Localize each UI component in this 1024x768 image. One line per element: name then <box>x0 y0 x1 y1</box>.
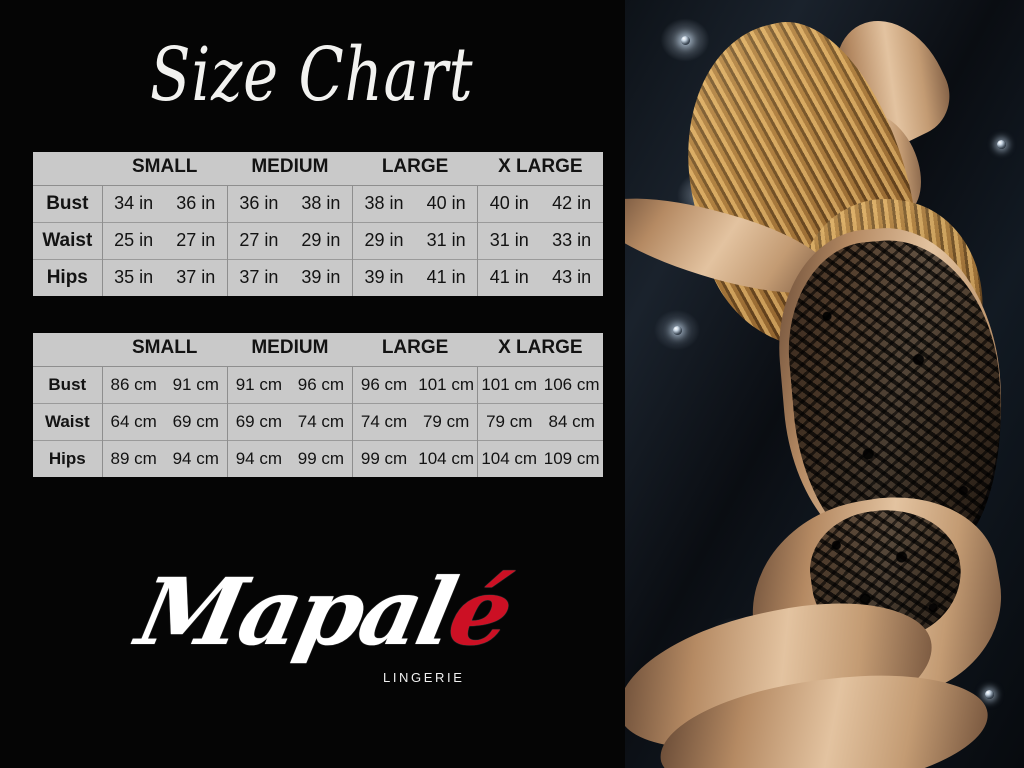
cell-bust-xlarge-min: 101 cm <box>477 365 541 403</box>
cell-bust-medium-min: 91 cm <box>226 365 290 403</box>
cell-hips-medium-min: 37 in <box>226 258 290 296</box>
column-header-large: LARGE <box>352 152 478 185</box>
table-row: Waist 64 cm 69 cm 69 cm 74 cm 74 cm 79 c… <box>33 402 603 440</box>
row-label-hips: Hips <box>33 439 103 477</box>
cell-bust-large-max: 40 in <box>415 184 478 222</box>
brand-subtitle: LINGERIE <box>383 670 465 685</box>
cell-bust-small-min: 86 cm <box>101 365 165 403</box>
cell-hips-large-min: 39 in <box>351 258 416 296</box>
cell-hips-small-min: 89 cm <box>101 439 165 477</box>
cell-waist-large-max: 31 in <box>415 221 478 259</box>
cell-hips-medium-max: 39 in <box>289 258 353 296</box>
cell-waist-small-max: 69 cm <box>164 402 228 440</box>
cell-waist-small-max: 27 in <box>164 221 228 259</box>
cell-hips-small-max: 37 in <box>164 258 228 296</box>
cell-hips-xlarge-min: 41 in <box>477 258 541 296</box>
cell-waist-medium-max: 74 cm <box>289 402 353 440</box>
cell-bust-small-max: 91 cm <box>164 365 228 403</box>
cell-bust-large-max: 101 cm <box>415 365 478 403</box>
table-corner-cell <box>33 333 103 366</box>
column-header-x-large: X LARGE <box>477 333 603 366</box>
column-header-small: SMALL <box>102 152 228 185</box>
cell-hips-large-max: 104 cm <box>415 439 478 477</box>
cell-hips-large-max: 41 in <box>415 258 478 296</box>
table-row: Bust 86 cm 91 cm 91 cm 96 cm 96 cm 101 c… <box>33 365 603 403</box>
cell-waist-medium-max: 29 in <box>289 221 353 259</box>
cell-waist-xlarge-max: 84 cm <box>540 402 603 440</box>
cell-bust-medium-max: 96 cm <box>289 365 353 403</box>
cell-bust-medium-max: 38 in <box>289 184 353 222</box>
cell-bust-large-min: 96 cm <box>351 365 416 403</box>
column-header-small: SMALL <box>102 333 228 366</box>
table-header-row: SMALL MEDIUM LARGE X LARGE <box>33 152 603 185</box>
model-photo <box>625 0 1024 768</box>
cell-waist-medium-min: 27 in <box>226 221 290 259</box>
cell-hips-medium-max: 99 cm <box>289 439 353 477</box>
cell-bust-xlarge-max: 42 in <box>540 184 603 222</box>
row-label-bust: Bust <box>33 365 103 403</box>
page-title: Size Chart <box>150 32 474 118</box>
table-row: Waist 25 in 27 in 27 in 29 in 29 in 31 i… <box>33 221 603 259</box>
upholstery-stud-icon <box>673 326 682 335</box>
cell-bust-xlarge-max: 106 cm <box>540 365 603 403</box>
cell-waist-small-min: 25 in <box>101 221 165 259</box>
column-header-medium: MEDIUM <box>227 333 353 366</box>
column-header-medium: MEDIUM <box>227 152 353 185</box>
cell-waist-medium-min: 69 cm <box>226 402 290 440</box>
table-row: Hips 89 cm 94 cm 94 cm 99 cm 99 cm 104 c… <box>33 439 603 477</box>
model-figure <box>625 0 1024 768</box>
column-header-large: LARGE <box>352 333 478 366</box>
cell-hips-xlarge-min: 104 cm <box>477 439 541 477</box>
brand-wordmark-main: Mapal <box>128 558 463 666</box>
row-label-waist: Waist <box>33 402 103 440</box>
cell-bust-medium-min: 36 in <box>226 184 290 222</box>
cell-waist-small-min: 64 cm <box>101 402 165 440</box>
row-label-hips: Hips <box>33 258 103 296</box>
cell-bust-large-min: 38 in <box>351 184 416 222</box>
cell-waist-large-max: 79 cm <box>415 402 478 440</box>
table-corner-cell <box>33 152 103 185</box>
cell-hips-medium-min: 94 cm <box>226 439 290 477</box>
brand-wordmark: Mapalé <box>128 558 520 666</box>
cell-bust-small-max: 36 in <box>164 184 228 222</box>
column-header-x-large: X LARGE <box>477 152 603 185</box>
table-row: Bust 34 in 36 in 36 in 38 in 38 in 40 in… <box>33 184 603 222</box>
size-table-inches: SMALL MEDIUM LARGE X LARGE Bust 34 in 36… <box>33 152 603 296</box>
cell-waist-large-min: 74 cm <box>351 402 416 440</box>
cell-hips-large-min: 99 cm <box>351 439 416 477</box>
size-table-centimeters: SMALL MEDIUM LARGE X LARGE Bust 86 cm 91… <box>33 333 603 477</box>
cell-bust-small-min: 34 in <box>101 184 165 222</box>
table-row: Hips 35 in 37 in 37 in 39 in 39 in 41 in… <box>33 258 603 296</box>
upholstery-stud-icon <box>681 36 690 45</box>
cell-waist-large-min: 29 in <box>351 221 416 259</box>
upholstery-stud-icon <box>997 140 1006 149</box>
cell-waist-xlarge-min: 79 cm <box>477 402 541 440</box>
cell-hips-xlarge-max: 109 cm <box>540 439 603 477</box>
cell-bust-xlarge-min: 40 in <box>477 184 541 222</box>
row-label-waist: Waist <box>33 221 103 259</box>
table-header-row: SMALL MEDIUM LARGE X LARGE <box>33 333 603 366</box>
cell-hips-small-max: 94 cm <box>164 439 228 477</box>
cell-hips-small-min: 35 in <box>101 258 165 296</box>
upholstery-stud-icon <box>985 690 994 699</box>
cell-hips-xlarge-max: 43 in <box>540 258 603 296</box>
cell-waist-xlarge-max: 33 in <box>540 221 603 259</box>
brand-logo: Mapalé LINGERIE <box>129 558 520 710</box>
row-label-bust: Bust <box>33 184 103 222</box>
cell-waist-xlarge-min: 31 in <box>477 221 541 259</box>
